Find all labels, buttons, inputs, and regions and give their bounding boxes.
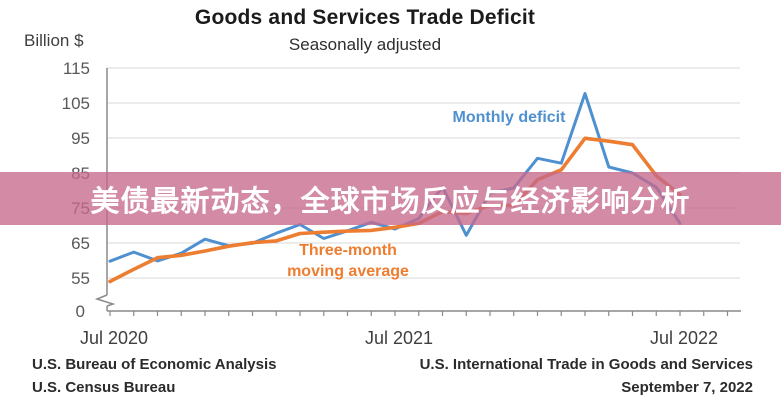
moving-average-series-label: Three-month moving average	[287, 242, 409, 280]
report-title: U.S. International Trade in Goods and Se…	[419, 356, 753, 373]
y-zero-label: 0	[76, 302, 85, 321]
x-tick-label: Jul 2020	[80, 328, 148, 348]
series-line-three-month-moving-average	[108, 136, 682, 284]
x-tick-label: Jul 2022	[650, 328, 718, 348]
y-axis-break	[94, 294, 116, 307]
y-tick-label: 55	[71, 269, 90, 288]
source-attribution: U.S. Bureau of Economic Analysis U.S. Ce…	[32, 353, 277, 399]
report-attribution: U.S. International Trade in Goods and Se…	[420, 353, 753, 399]
x-tick-label: Jul 2021	[365, 328, 433, 348]
y-tick-label: 105	[62, 94, 90, 113]
source-line-census: U.S. Census Bureau	[32, 379, 176, 396]
y-tick-label: 65	[71, 234, 90, 253]
chart-title: Goods and Services Trade Deficit	[194, 6, 536, 29]
chart-subtitle: Seasonally adjusted	[288, 35, 442, 54]
y-tick-label: 115	[63, 59, 90, 78]
source-line-bea: U.S. Bureau of Economic Analysis	[32, 356, 277, 373]
headline-overlay-banner: 美债最新动态，全球市场反应与经济影响分析	[0, 172, 781, 225]
monthly-deficit-series-label: Monthly deficit	[452, 109, 566, 126]
y-tick-label: 95	[71, 129, 90, 148]
report-date: September 7, 2022	[621, 379, 753, 396]
y-axis-unit-label: Billion $	[24, 31, 84, 50]
